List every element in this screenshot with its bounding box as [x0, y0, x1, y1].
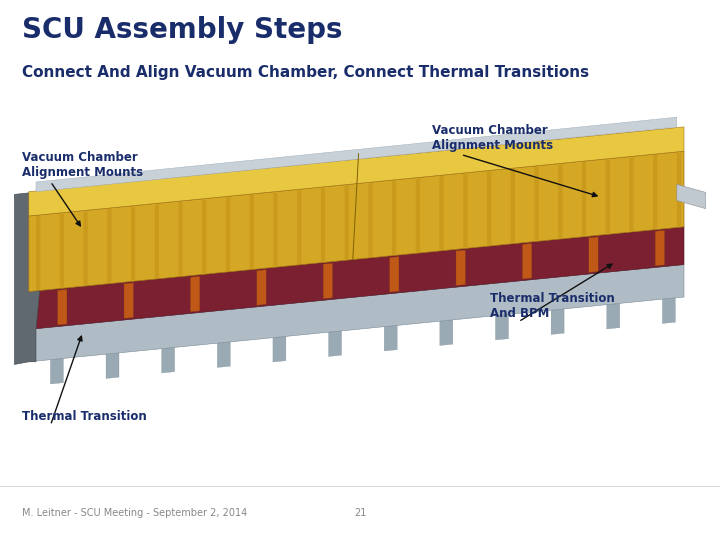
Polygon shape	[321, 188, 325, 262]
Text: Vacuum Chamber
Alignment Mounts: Vacuum Chamber Alignment Mounts	[22, 151, 143, 179]
Bar	[669, 503, 676, 532]
Polygon shape	[384, 326, 397, 351]
Polygon shape	[523, 244, 532, 279]
Polygon shape	[36, 216, 40, 290]
Text: Connect And Align Vacuum Chamber, Connect Thermal Transitions: Connect And Align Vacuum Chamber, Connec…	[22, 65, 589, 80]
Polygon shape	[368, 183, 372, 257]
Text: Thermal Transition: Thermal Transition	[22, 410, 146, 423]
Polygon shape	[487, 171, 491, 245]
Text: M. Leitner - SCU Meeting - September 2, 2014: M. Leitner - SCU Meeting - September 2, …	[22, 508, 247, 518]
Polygon shape	[155, 204, 159, 278]
Polygon shape	[226, 197, 230, 271]
Polygon shape	[323, 263, 333, 299]
Polygon shape	[29, 227, 684, 329]
Polygon shape	[345, 185, 349, 259]
Polygon shape	[14, 192, 40, 364]
Polygon shape	[629, 157, 634, 231]
Polygon shape	[162, 347, 175, 373]
Polygon shape	[558, 164, 562, 238]
Polygon shape	[456, 250, 465, 286]
Text: SCU Assembly Steps: SCU Assembly Steps	[22, 16, 342, 44]
Polygon shape	[273, 336, 286, 362]
Polygon shape	[257, 270, 266, 305]
Polygon shape	[534, 167, 539, 240]
Text: 21: 21	[354, 508, 366, 518]
Polygon shape	[29, 127, 684, 216]
Polygon shape	[415, 178, 420, 252]
Polygon shape	[582, 162, 586, 236]
Polygon shape	[440, 320, 453, 346]
Polygon shape	[36, 117, 677, 192]
Polygon shape	[217, 342, 230, 367]
Bar	[659, 491, 666, 532]
Polygon shape	[392, 181, 396, 254]
Polygon shape	[607, 303, 620, 329]
Bar	[680, 510, 687, 532]
Polygon shape	[589, 237, 598, 272]
Polygon shape	[463, 174, 467, 247]
Polygon shape	[58, 289, 67, 325]
Polygon shape	[107, 209, 112, 283]
Polygon shape	[606, 160, 610, 233]
Polygon shape	[124, 283, 133, 319]
Text: Vacuum Chamber
Alignment Mounts: Vacuum Chamber Alignment Mounts	[432, 124, 553, 152]
Polygon shape	[50, 359, 63, 384]
Polygon shape	[60, 214, 64, 287]
Text: BERKELEY LAB: BERKELEY LAB	[646, 529, 686, 534]
Polygon shape	[29, 151, 684, 292]
Bar	[638, 505, 645, 532]
Polygon shape	[202, 199, 207, 273]
Polygon shape	[84, 211, 88, 285]
Polygon shape	[655, 231, 665, 266]
Polygon shape	[510, 169, 515, 243]
Polygon shape	[662, 298, 675, 323]
Polygon shape	[106, 353, 119, 379]
Polygon shape	[179, 202, 183, 276]
Polygon shape	[274, 192, 278, 266]
Polygon shape	[677, 153, 681, 226]
Bar	[649, 498, 656, 532]
Polygon shape	[677, 184, 706, 208]
Polygon shape	[131, 207, 135, 280]
Polygon shape	[495, 314, 508, 340]
Polygon shape	[190, 276, 199, 312]
Polygon shape	[297, 190, 302, 264]
Polygon shape	[390, 256, 399, 292]
Polygon shape	[653, 155, 657, 229]
Polygon shape	[29, 265, 684, 362]
Polygon shape	[439, 176, 444, 250]
Polygon shape	[328, 331, 341, 356]
Bar	[690, 515, 697, 532]
Polygon shape	[551, 309, 564, 334]
Text: Thermal Transition
And BPM: Thermal Transition And BPM	[490, 292, 614, 320]
Polygon shape	[250, 195, 254, 269]
